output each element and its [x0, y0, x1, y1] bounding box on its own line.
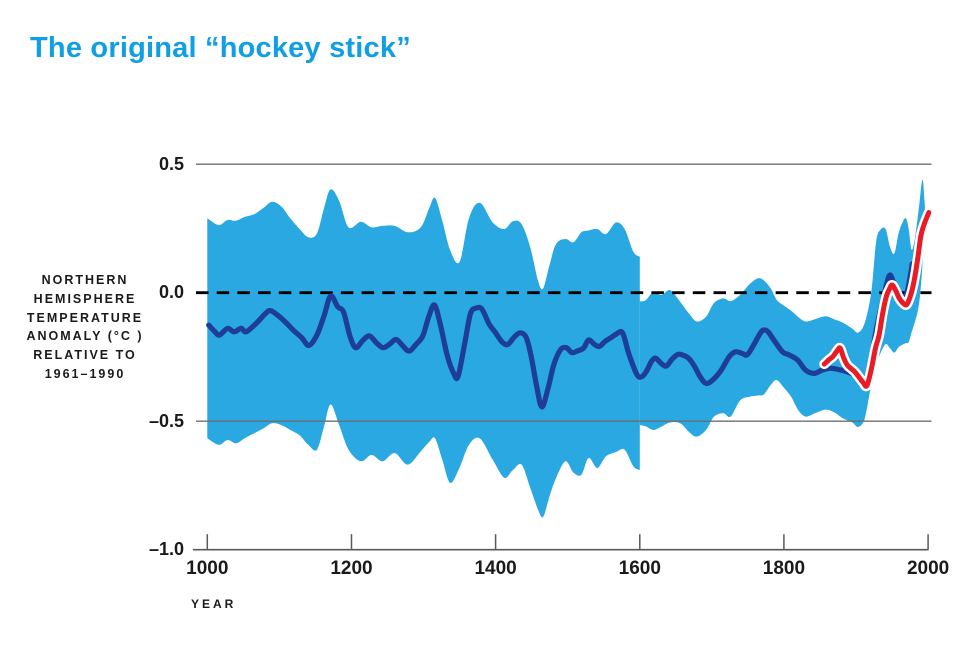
x-tick-label: 2000 [906, 558, 950, 579]
x-tick-label: 1800 [762, 558, 806, 579]
x-tick-label: 1600 [618, 558, 661, 579]
y-tick-label: 0.5 [158, 153, 184, 174]
y-axis-label-line: ANOMALY (°C ) [26, 329, 144, 344]
y-axis-label-line: NORTHERN [41, 273, 129, 287]
instrumental-line [821, 210, 932, 389]
y-axis-label-line: HEMISPHERE [33, 291, 137, 306]
x-axis-ticks [206, 534, 929, 550]
x-tick-label: 1200 [330, 558, 373, 579]
reconstruction-line [206, 261, 915, 410]
x-axis-label: YEAR [191, 597, 237, 611]
x-tick-label: 1400 [474, 558, 517, 579]
y-axis-label-line: TEMPERATURE [26, 310, 144, 325]
x-tick-label: 1000 [186, 558, 229, 579]
y-axis-label: NORTHERN HEMISPHERE TEMPERATURE ANOMALY … [8, 271, 162, 384]
uncertainty-band-pre1600 [207, 189, 640, 518]
page-title: The original “hockey stick” [30, 32, 411, 64]
y-axis-label-line: RELATIVE TO [33, 348, 137, 363]
y-tick-label: –0.5 [148, 410, 184, 431]
y-tick-label: 0.0 [158, 282, 184, 303]
y-tick-label: –1.0 [148, 539, 184, 560]
y-axis-label-line: 1961–1990 [44, 366, 126, 381]
